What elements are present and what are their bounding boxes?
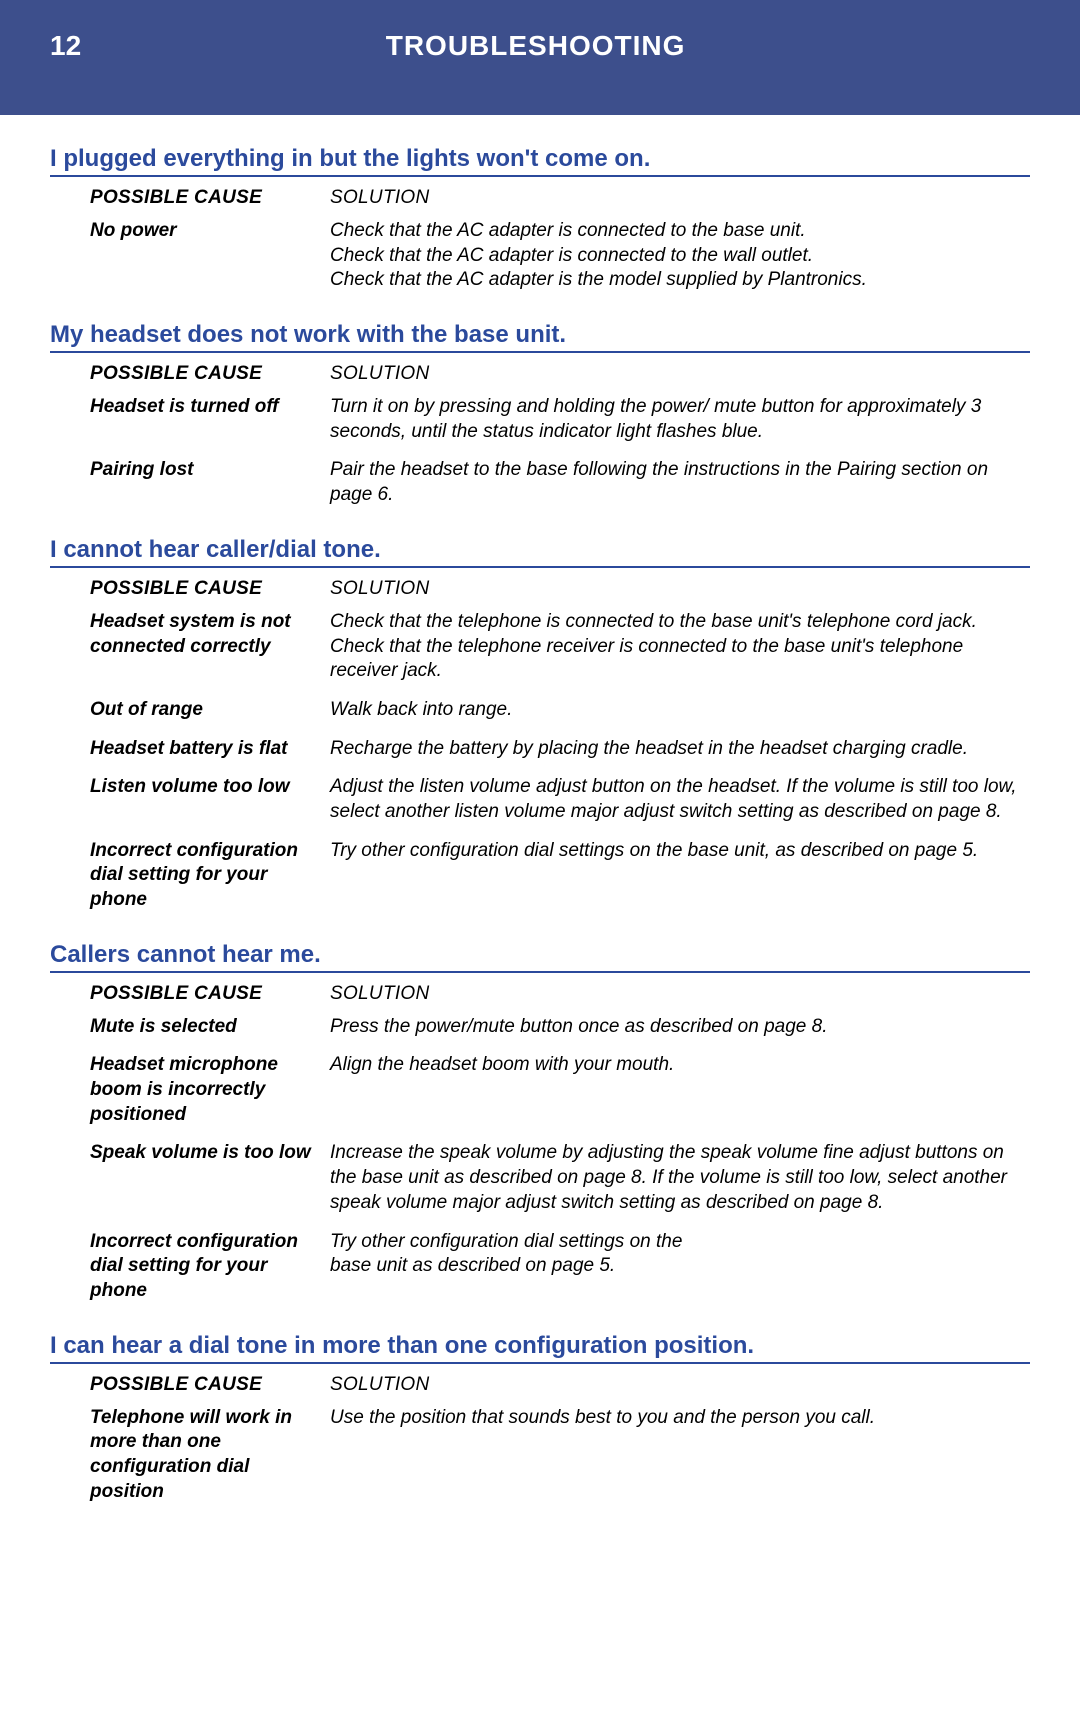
section: I plugged everything in but the lights w…: [50, 145, 1030, 293]
column-header-cause: POSSIBLE CAUSE: [90, 578, 330, 600]
section: My headset does not work with the base u…: [50, 321, 1030, 508]
table-row: Headset system is not connected correctl…: [50, 610, 1030, 684]
solution-cell: Recharge the battery by placing the head…: [330, 737, 1030, 762]
column-header-solution: SOLUTION: [330, 1374, 1030, 1396]
table-header: POSSIBLE CAUSE SOLUTION: [50, 983, 1030, 1005]
solution-line: Press the power/mute button once as desc…: [330, 1015, 1030, 1040]
cause-cell: Headset battery is flat: [90, 737, 330, 762]
column-header-solution: SOLUTION: [330, 187, 1030, 209]
solution-cell: Turn it on by pressing and holding the p…: [330, 395, 1030, 444]
solution-cell: Adjust the listen volume adjust button o…: [330, 775, 1030, 824]
solution-line: Try other configuration dial settings on…: [330, 839, 1030, 864]
section-heading: I can hear a dial tone in more than one …: [50, 1332, 1030, 1364]
solution-line: Pair the headset to the base following t…: [330, 458, 1030, 507]
section: I cannot hear caller/dial tone. POSSIBLE…: [50, 536, 1030, 913]
solution-line: base unit as described on page 5.: [330, 1254, 1030, 1279]
solution-line: Check that the telephone is connected to…: [330, 610, 1030, 635]
table-header: POSSIBLE CAUSE SOLUTION: [50, 187, 1030, 209]
table-row: Incorrect configuration dial setting for…: [50, 1230, 1030, 1304]
column-header-cause: POSSIBLE CAUSE: [90, 1374, 330, 1396]
solution-cell: Increase the speak volume by adjusting t…: [330, 1141, 1030, 1215]
column-header-cause: POSSIBLE CAUSE: [90, 187, 330, 209]
table-header: POSSIBLE CAUSE SOLUTION: [50, 363, 1030, 385]
table-row: Listen volume too low Adjust the listen …: [50, 775, 1030, 824]
solution-cell: Check that the AC adapter is connected t…: [330, 219, 1030, 293]
solution-line: Check that the AC adapter is the model s…: [330, 268, 1030, 293]
solution-line: Adjust the listen volume adjust button o…: [330, 775, 1030, 824]
table-row: Headset battery is flat Recharge the bat…: [50, 737, 1030, 762]
table-row: Pairing lost Pair the headset to the bas…: [50, 458, 1030, 507]
solution-line: Turn it on by pressing and holding the p…: [330, 395, 1030, 444]
cause-cell: Pairing lost: [90, 458, 330, 507]
table-row: Incorrect configuration dial setting for…: [50, 839, 1030, 913]
cause-cell: No power: [90, 219, 330, 293]
solution-line: Walk back into range.: [330, 698, 1030, 723]
table-row: Speak volume is too low Increase the spe…: [50, 1141, 1030, 1215]
column-header-solution: SOLUTION: [330, 578, 1030, 600]
solution-cell: Pair the headset to the base following t…: [330, 458, 1030, 507]
table-header: POSSIBLE CAUSE SOLUTION: [50, 1374, 1030, 1396]
page-header: 12 TROUBLESHOOTING: [0, 0, 1080, 115]
column-header-cause: POSSIBLE CAUSE: [90, 363, 330, 385]
solution-line: Align the headset boom with your mouth.: [330, 1053, 1030, 1078]
cause-cell: Incorrect configuration dial setting for…: [90, 839, 330, 913]
column-header-cause: POSSIBLE CAUSE: [90, 983, 330, 1005]
cause-cell: Incorrect configuration dial setting for…: [90, 1230, 330, 1304]
table-row: Headset is turned off Turn it on by pres…: [50, 395, 1030, 444]
solution-cell: Use the position that sounds best to you…: [330, 1406, 1030, 1505]
solution-line: Check that the AC adapter is connected t…: [330, 244, 1030, 269]
section: Callers cannot hear me. POSSIBLE CAUSE S…: [50, 941, 1030, 1304]
table-header: POSSIBLE CAUSE SOLUTION: [50, 578, 1030, 600]
section-heading: My headset does not work with the base u…: [50, 321, 1030, 353]
solution-line: Recharge the battery by placing the head…: [330, 737, 1030, 762]
solution-line: Try other configuration dial settings on…: [330, 1230, 1030, 1255]
solution-cell: Walk back into range.: [330, 698, 1030, 723]
table-row: Out of range Walk back into range.: [50, 698, 1030, 723]
table-row: Mute is selected Press the power/mute bu…: [50, 1015, 1030, 1040]
table-row: Headset microphone boom is incorrectly p…: [50, 1053, 1030, 1127]
solution-line: Check that the telephone receiver is con…: [330, 635, 1030, 684]
cause-cell: Telephone will work in more than one con…: [90, 1406, 330, 1505]
section: I can hear a dial tone in more than one …: [50, 1332, 1030, 1505]
cause-cell: Headset microphone boom is incorrectly p…: [90, 1053, 330, 1127]
column-header-solution: SOLUTION: [330, 983, 1030, 1005]
solution-line: Use the position that sounds best to you…: [330, 1406, 1030, 1431]
page-title: TROUBLESHOOTING: [386, 30, 726, 62]
cause-cell: Out of range: [90, 698, 330, 723]
solution-cell: Press the power/mute button once as desc…: [330, 1015, 1030, 1040]
cause-cell: Headset system is not connected correctl…: [90, 610, 330, 684]
solution-cell: Try other configuration dial settings on…: [330, 839, 1030, 913]
section-heading: I plugged everything in but the lights w…: [50, 145, 1030, 177]
solution-cell: Try other configuration dial settings on…: [330, 1230, 1030, 1304]
solution-line: Increase the speak volume by adjusting t…: [330, 1141, 1030, 1215]
page-content: I plugged everything in but the lights w…: [0, 115, 1080, 1552]
cause-cell: Listen volume too low: [90, 775, 330, 824]
solution-cell: Align the headset boom with your mouth.: [330, 1053, 1030, 1127]
cause-cell: Headset is turned off: [90, 395, 330, 444]
section-heading: Callers cannot hear me.: [50, 941, 1030, 973]
cause-cell: Speak volume is too low: [90, 1141, 330, 1215]
section-heading: I cannot hear caller/dial tone.: [50, 536, 1030, 568]
table-row: No power Check that the AC adapter is co…: [50, 219, 1030, 293]
column-header-solution: SOLUTION: [330, 363, 1030, 385]
solution-line: Check that the AC adapter is connected t…: [330, 219, 1030, 244]
page-number: 12: [50, 30, 81, 62]
solution-cell: Check that the telephone is connected to…: [330, 610, 1030, 684]
cause-cell: Mute is selected: [90, 1015, 330, 1040]
table-row: Telephone will work in more than one con…: [50, 1406, 1030, 1505]
